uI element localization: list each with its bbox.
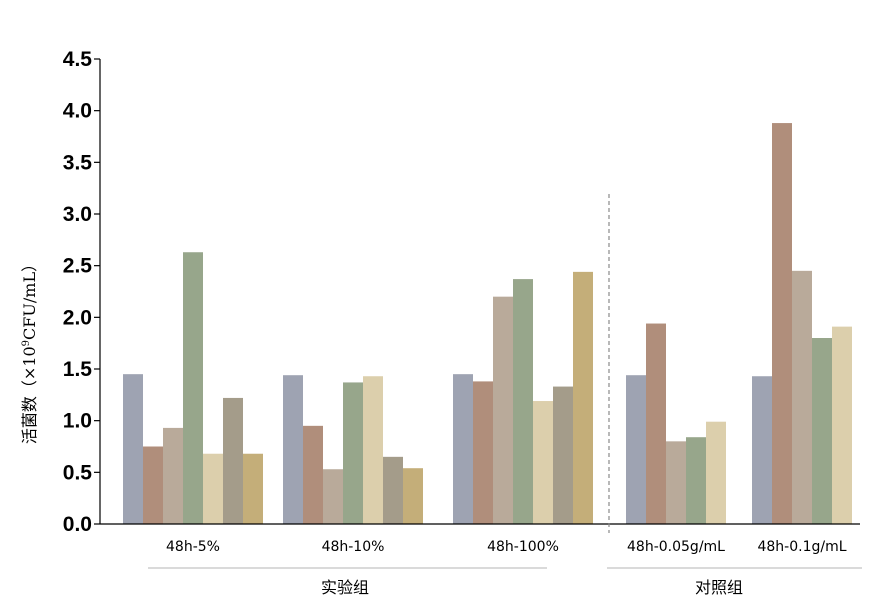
y-tick-label: 0.5 bbox=[63, 461, 93, 484]
bar-0-1 bbox=[143, 446, 163, 524]
y-tick-label: 2.0 bbox=[63, 306, 92, 329]
y-tick-label: 0.0 bbox=[63, 513, 92, 536]
bar-2-4 bbox=[533, 401, 553, 524]
bar-4-1 bbox=[772, 123, 792, 525]
bar-1-4 bbox=[363, 376, 383, 524]
bar-group-1 bbox=[283, 375, 423, 524]
bar-group-0 bbox=[123, 252, 263, 524]
bar-3-0 bbox=[626, 375, 646, 524]
category-label: 48h-100% bbox=[487, 539, 559, 555]
bar-4-3 bbox=[812, 338, 832, 524]
category-label: 48h-0.1g/mL bbox=[757, 539, 846, 555]
y-tick-label: 4.0 bbox=[63, 100, 92, 123]
bar-2-0 bbox=[453, 374, 473, 524]
bar-3-1 bbox=[646, 323, 666, 524]
category-label: 48h-5% bbox=[166, 539, 220, 555]
bar-2-5 bbox=[553, 386, 573, 524]
category-label: 48h-10% bbox=[322, 539, 385, 555]
bar-2-2 bbox=[493, 296, 513, 524]
bar-4-0 bbox=[752, 376, 772, 524]
bar-3-2 bbox=[666, 441, 686, 524]
bar-0-6 bbox=[243, 453, 263, 524]
bar-0-3 bbox=[183, 252, 203, 524]
axes-layer bbox=[94, 58, 862, 569]
y-tick-label: 3.0 bbox=[63, 203, 92, 226]
bar-group-3 bbox=[626, 323, 726, 524]
bar-3-3 bbox=[686, 437, 706, 524]
bar-0-2 bbox=[163, 427, 183, 524]
bar-1-0 bbox=[283, 375, 303, 524]
bar-0-5 bbox=[223, 397, 243, 524]
bar-1-2 bbox=[323, 469, 343, 524]
bar-2-1 bbox=[473, 381, 493, 524]
y-tick-label: 1.5 bbox=[63, 358, 93, 381]
group-label: 实验组 bbox=[321, 578, 369, 597]
bar-3-4 bbox=[706, 421, 726, 524]
bar-1-1 bbox=[303, 425, 323, 524]
bar-1-5 bbox=[383, 456, 403, 524]
bar-1-6 bbox=[403, 468, 423, 524]
bars-layer bbox=[123, 123, 852, 525]
y-tick-label: 4.5 bbox=[63, 48, 93, 71]
bar-1-3 bbox=[343, 382, 363, 524]
y-tick-label: 2.5 bbox=[63, 255, 93, 278]
bar-4-2 bbox=[792, 270, 812, 524]
y-tick-label: 1.0 bbox=[63, 410, 92, 433]
y-tick-label: 3.5 bbox=[63, 151, 93, 174]
bar-0-4 bbox=[203, 453, 223, 524]
group-label: 对照组 bbox=[695, 578, 743, 597]
bar-group-2 bbox=[453, 271, 593, 524]
bar-2-6 bbox=[573, 271, 593, 524]
category-label: 48h-0.05g/mL bbox=[627, 539, 725, 555]
bar-group-4 bbox=[752, 123, 852, 525]
bar-0-0 bbox=[123, 374, 143, 524]
bar-4-4 bbox=[832, 326, 852, 524]
bar-2-3 bbox=[513, 279, 533, 524]
y-axis-label: 活菌数（×109CFU/mL） bbox=[20, 256, 39, 444]
labels-layer: 0.0 0.5 1.0 1.5 2.0 2.5 3.0 3.5 4.0 4.5 48h-5% 48h-… bbox=[20, 48, 847, 597]
